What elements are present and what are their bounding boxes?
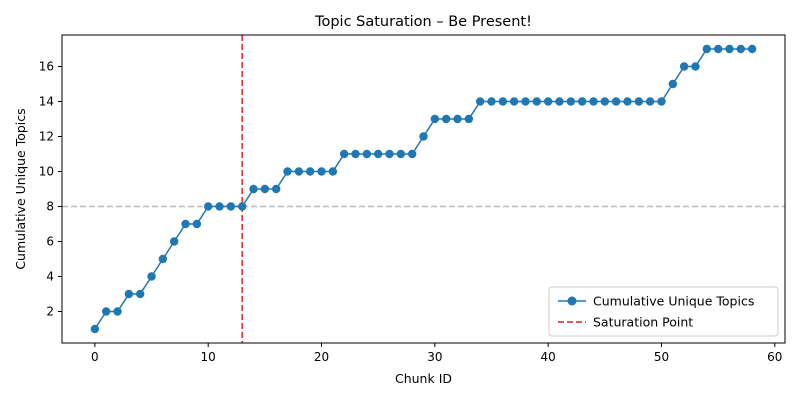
data-point bbox=[577, 97, 587, 106]
legend-series-label: Cumulative Unique Topics bbox=[593, 294, 754, 309]
data-point bbox=[453, 114, 462, 124]
data-point bbox=[215, 202, 224, 211]
data-point bbox=[441, 114, 451, 124]
data-point bbox=[328, 167, 338, 176]
data-point bbox=[600, 97, 610, 106]
data-point bbox=[181, 219, 190, 229]
legend-box bbox=[548, 286, 779, 337]
data-point bbox=[169, 237, 179, 246]
data-point bbox=[611, 97, 621, 106]
data-point bbox=[226, 202, 236, 211]
y-tick-label: 2 bbox=[46, 305, 54, 319]
y-tick-label: 12 bbox=[39, 130, 54, 144]
legend: Cumulative Unique Topics Saturation Poin… bbox=[548, 286, 779, 337]
data-point bbox=[373, 149, 383, 159]
data-point bbox=[283, 167, 292, 176]
y-tick-label: 4 bbox=[46, 270, 54, 284]
data-point bbox=[555, 97, 564, 106]
y-axis-label: Cumulative Unique Topics bbox=[13, 108, 28, 269]
chart-title: Topic Saturation – Be Present! bbox=[314, 14, 532, 30]
data-point bbox=[702, 44, 712, 54]
data-point bbox=[351, 149, 360, 159]
data-point bbox=[725, 44, 734, 54]
data-point bbox=[634, 97, 644, 106]
data-point bbox=[260, 184, 270, 194]
plot-layer bbox=[62, 35, 785, 343]
x-tick-label: 0 bbox=[91, 350, 99, 364]
data-point bbox=[90, 324, 100, 334]
x-tick-label: 40 bbox=[541, 350, 556, 364]
data-point bbox=[668, 79, 678, 89]
data-point bbox=[623, 97, 632, 106]
data-point bbox=[113, 307, 122, 316]
data-point bbox=[271, 184, 281, 194]
data-point bbox=[589, 97, 598, 106]
x-tick-label: 60 bbox=[767, 350, 782, 364]
tick-layer: 0 10 20 30 40 50 60 2 4 6 8 10 12 14 16 bbox=[39, 60, 783, 365]
data-point bbox=[147, 272, 156, 281]
data-point bbox=[101, 307, 111, 316]
data-point bbox=[158, 254, 168, 264]
data-point bbox=[713, 44, 723, 54]
data-point bbox=[691, 62, 700, 71]
x-tick-label: 10 bbox=[201, 350, 216, 364]
x-tick-label: 20 bbox=[314, 350, 329, 364]
x-axis-label: Chunk ID bbox=[395, 371, 452, 386]
legend-series-marker bbox=[567, 296, 577, 306]
data-point bbox=[317, 167, 326, 176]
data-point bbox=[419, 132, 428, 141]
data-point bbox=[521, 97, 530, 106]
y-tick-label: 16 bbox=[39, 60, 54, 74]
data-point bbox=[362, 149, 372, 159]
data-point bbox=[498, 97, 508, 106]
y-tick-label: 8 bbox=[46, 200, 54, 214]
data-point bbox=[237, 202, 247, 211]
y-tick-label: 14 bbox=[39, 95, 54, 109]
data-point bbox=[305, 167, 315, 176]
data-point bbox=[407, 149, 417, 159]
data-point bbox=[396, 149, 406, 159]
data-point bbox=[385, 149, 394, 159]
data-point bbox=[736, 44, 746, 54]
data-point bbox=[747, 44, 757, 54]
x-tick-label: 50 bbox=[654, 350, 669, 364]
legend-saturation-label: Saturation Point bbox=[593, 315, 693, 330]
data-point bbox=[339, 149, 349, 159]
data-point bbox=[294, 167, 304, 176]
data-point bbox=[135, 289, 145, 299]
data-point bbox=[203, 202, 213, 211]
y-tick-label: 6 bbox=[46, 235, 54, 249]
x-tick-label: 30 bbox=[427, 350, 442, 364]
data-point bbox=[249, 184, 258, 194]
data-point bbox=[475, 97, 485, 106]
y-tick-label: 10 bbox=[39, 165, 54, 179]
data-point bbox=[464, 114, 474, 124]
data-point bbox=[509, 97, 519, 106]
data-point bbox=[543, 97, 553, 106]
data-point bbox=[487, 97, 496, 106]
plot-frame bbox=[61, 34, 786, 344]
data-point bbox=[566, 97, 576, 106]
data-point bbox=[679, 62, 689, 71]
data-point bbox=[532, 97, 542, 106]
data-point bbox=[192, 219, 202, 229]
data-point bbox=[645, 97, 655, 106]
data-point bbox=[124, 289, 134, 299]
data-point bbox=[657, 97, 666, 106]
data-point bbox=[430, 114, 440, 124]
